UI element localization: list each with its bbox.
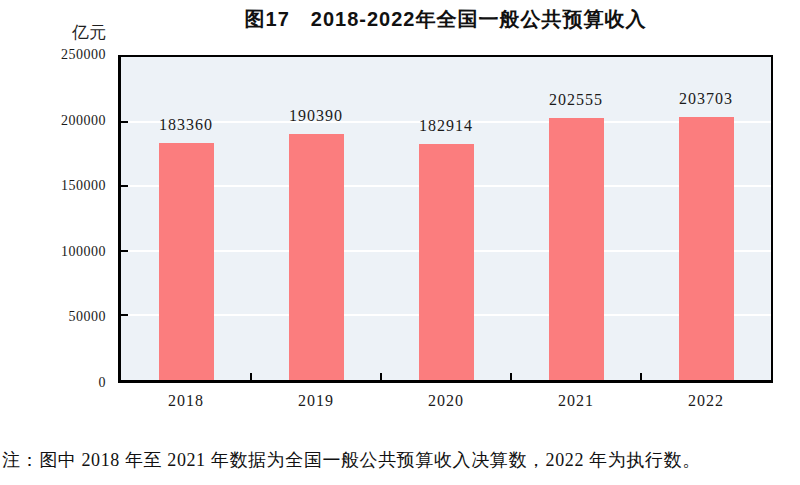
y-axis-label-100000: 100000 <box>0 243 106 261</box>
y-tick-mark <box>121 185 128 187</box>
x-tick-mark <box>250 373 252 380</box>
bar-2021 <box>549 118 604 380</box>
x-axis-label-2019: 2019 <box>251 391 381 411</box>
figure-17-chart: 图17 2018-2022年全国一般公共预算收入 亿元 183360 190390… <box>0 0 800 485</box>
x-axis-label-2018: 2018 <box>121 391 251 411</box>
x-axis-label-2021: 2021 <box>511 391 641 411</box>
plot-area: 183360 190390 182914 202555 203703 <box>118 55 773 383</box>
bar-value-label: 203703 <box>646 89 766 109</box>
footnote: 注：图中 2018 年至 2021 年数据为全国一般公共预算收入决算数，2022… <box>2 448 798 472</box>
chart-title: 图17 2018-2022年全国一般公共预算收入 <box>118 6 773 33</box>
y-axis-label-200000: 200000 <box>0 112 106 130</box>
y-axis-label-0: 0 <box>0 374 106 392</box>
x-axis-label-2020: 2020 <box>381 391 511 411</box>
bar-value-label: 182914 <box>386 116 506 136</box>
y-axis-label-50000: 50000 <box>0 308 106 326</box>
y-axis-unit-label: 亿元 <box>0 21 106 44</box>
bar-2018 <box>159 143 214 380</box>
y-axis-label-150000: 150000 <box>0 177 106 195</box>
y-tick-mark <box>121 250 128 252</box>
x-axis-label-2022: 2022 <box>641 391 771 411</box>
y-axis-label-250000: 250000 <box>0 46 106 64</box>
bar-value-label: 202555 <box>516 90 636 110</box>
y-tick-mark <box>121 314 128 316</box>
x-tick-mark <box>640 373 642 380</box>
x-tick-mark <box>510 373 512 380</box>
bar-2020 <box>419 144 474 380</box>
x-tick-mark <box>380 373 382 380</box>
bar-2019 <box>289 134 344 380</box>
bar-value-label: 190390 <box>256 106 376 126</box>
bar-value-label: 183360 <box>126 115 246 135</box>
bar-2022 <box>679 117 734 380</box>
